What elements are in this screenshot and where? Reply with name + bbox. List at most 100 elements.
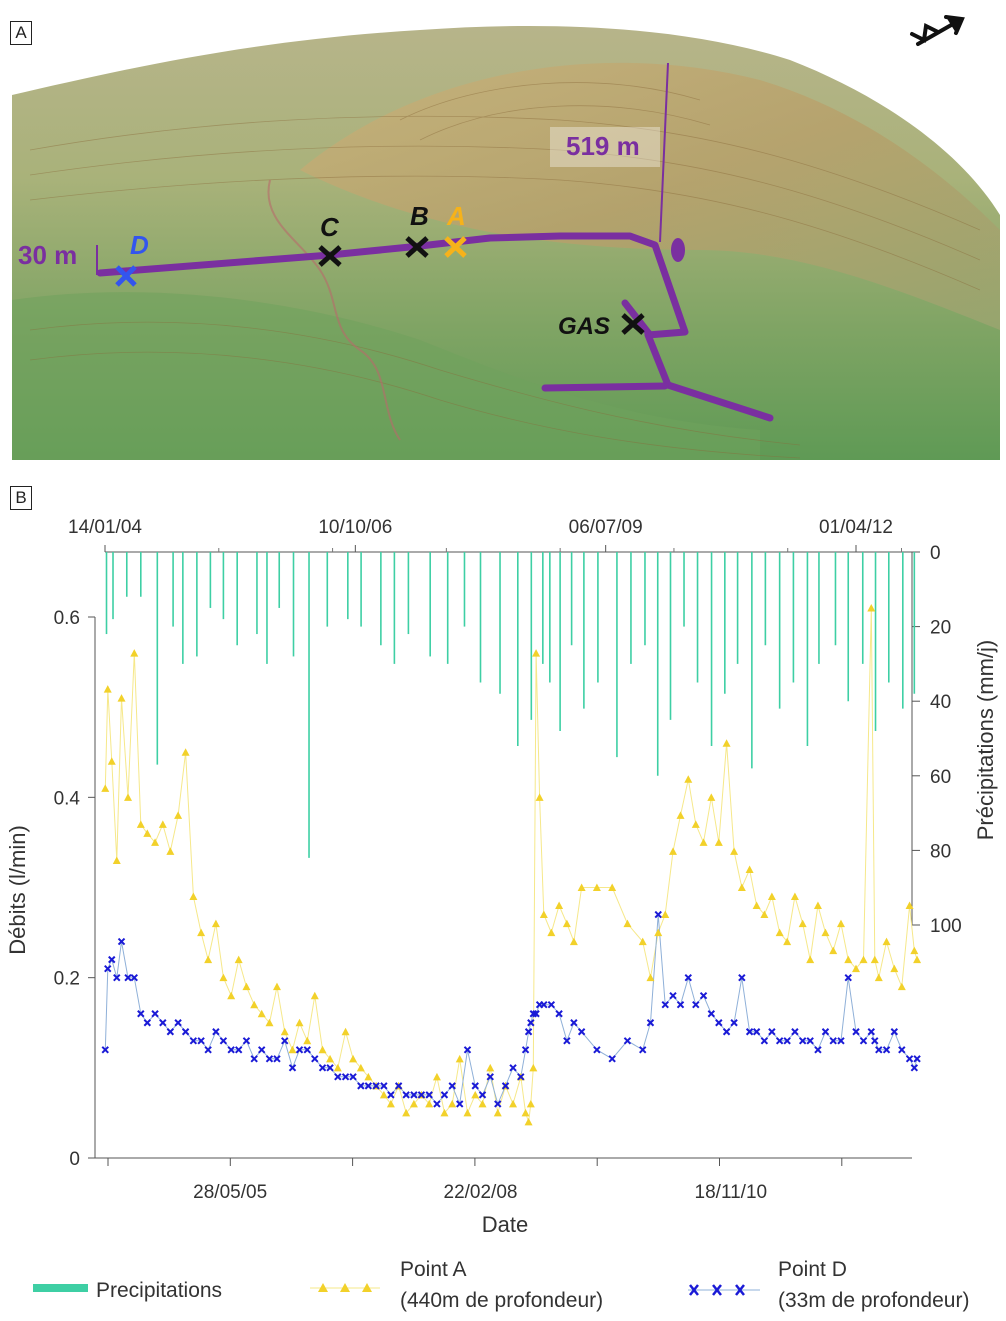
point-a-marker xyxy=(379,1090,388,1099)
legend-precip-swatch xyxy=(33,1284,88,1292)
point-d-marker xyxy=(197,1037,205,1045)
point-d-marker xyxy=(669,991,677,1000)
point-d-marker xyxy=(913,1055,921,1063)
point-d-marker xyxy=(433,1100,441,1108)
point-d-marker xyxy=(326,1064,334,1072)
legend-precip-label: Precipitations xyxy=(96,1279,222,1302)
point-a-marker xyxy=(722,739,731,747)
point-d-marker xyxy=(349,1073,357,1081)
elevation-label-low: 30 m xyxy=(18,240,77,270)
flow-ticks: 28/05/05 22/02/08 18/11/10 0 0.2 0.4 0.6 xyxy=(54,608,843,1203)
point-a-marker xyxy=(836,919,845,928)
point-a-marker xyxy=(463,1108,472,1117)
legend-point-a-label: Point A xyxy=(400,1258,467,1281)
point-a-marker xyxy=(783,937,792,946)
point-a-marker xyxy=(775,928,784,937)
point-d-marker xyxy=(623,1037,632,1045)
point-d-marker xyxy=(547,1001,556,1009)
point-d-marker xyxy=(242,1037,251,1045)
point-a-marker xyxy=(234,955,243,964)
point-d-marker xyxy=(143,1019,152,1027)
point-d-marker xyxy=(859,1037,868,1045)
point-d-marker xyxy=(555,1010,563,1018)
point-a-marker xyxy=(654,928,663,937)
point-d-marker xyxy=(303,1046,311,1054)
marker-d-label: D xyxy=(130,230,149,260)
point-d-marker xyxy=(871,1037,879,1045)
marker-c: C xyxy=(318,212,342,267)
point-d-marker xyxy=(752,1028,761,1036)
point-a-marker xyxy=(882,937,891,946)
point-d-marker xyxy=(494,1100,502,1108)
flow-y-tick-label: 0.4 xyxy=(54,788,81,809)
point-d-marker xyxy=(730,1019,738,1027)
point-a-marker xyxy=(661,910,670,919)
point-d-marker xyxy=(882,1046,891,1054)
point-d-marker xyxy=(654,910,662,919)
point-a-marker xyxy=(265,1018,274,1027)
point-a-marker xyxy=(493,1108,502,1117)
flow-y-tick-label: 0.2 xyxy=(54,969,80,990)
point-d-marker xyxy=(204,1046,212,1054)
point-a-marker xyxy=(124,793,133,801)
point-d-marker xyxy=(417,1091,426,1099)
point-a-marker xyxy=(790,892,799,901)
precip-bars xyxy=(105,552,916,858)
contour-lines xyxy=(29,82,981,459)
point-d-marker xyxy=(151,1010,159,1018)
point-d-line xyxy=(104,914,918,1106)
marker-b: B xyxy=(405,201,429,258)
point-d-marker xyxy=(798,1037,807,1045)
point-a-marker xyxy=(181,748,190,756)
flow-axis-label: Débits (l/min) xyxy=(5,825,30,955)
terrain-ridge xyxy=(300,62,1000,330)
point-d-marker xyxy=(540,1001,548,1009)
point-d-marker xyxy=(692,1001,700,1009)
point-d-marker xyxy=(104,964,112,973)
point-d-marker xyxy=(124,973,132,982)
point-a-marker xyxy=(448,1099,457,1108)
point-d-marker xyxy=(745,1028,754,1036)
point-a-marker xyxy=(676,811,685,819)
point-a-marker xyxy=(859,955,868,964)
point-d-marker xyxy=(852,1028,860,1036)
point-a-marker xyxy=(852,964,860,973)
precip-x-tick-label: 14/01/04 xyxy=(68,517,142,538)
point-a-marker xyxy=(623,919,632,928)
point-a-marker xyxy=(227,991,236,1000)
point-d-marker xyxy=(181,1028,190,1036)
point-d-marker xyxy=(814,1046,822,1054)
point-d-marker xyxy=(258,1046,266,1054)
point-a-marker xyxy=(730,847,739,855)
panel-b-label: B xyxy=(10,486,32,510)
point-d-marker xyxy=(265,1055,274,1063)
point-a-marker xyxy=(341,1027,350,1036)
point-d-marker xyxy=(117,937,126,946)
point-d-marker xyxy=(357,1082,365,1090)
point-a-marker xyxy=(547,928,556,937)
point-d-marker xyxy=(410,1091,418,1099)
marker-a-label: A xyxy=(446,201,466,231)
point-d-marker xyxy=(471,1082,479,1090)
point-d-marker xyxy=(227,1046,235,1054)
point-d-marker xyxy=(159,1019,167,1027)
point-d-marker xyxy=(661,1001,669,1009)
point-a-marker xyxy=(521,1108,530,1117)
point-a-marker xyxy=(509,1099,518,1108)
point-d-marker xyxy=(334,1073,342,1081)
point-d-marker xyxy=(387,1091,395,1099)
point-d-marker xyxy=(844,973,852,982)
point-a-marker xyxy=(752,901,761,910)
point-d-marker xyxy=(380,1082,388,1090)
point-a-marker xyxy=(592,883,601,891)
point-d-marker xyxy=(113,973,121,982)
marker-d: D xyxy=(115,230,149,287)
point-a-marker xyxy=(874,973,883,982)
precip-ticks: 14/01/04 10/10/06 06/07/09 01/04/12 0 20 40 60 8… xyxy=(68,517,962,937)
point-d-marker xyxy=(875,1046,883,1054)
point-a-marker xyxy=(242,982,251,991)
point-a-marker xyxy=(767,892,776,901)
point-a-marker xyxy=(310,991,319,1000)
point-a-marker xyxy=(897,982,906,991)
